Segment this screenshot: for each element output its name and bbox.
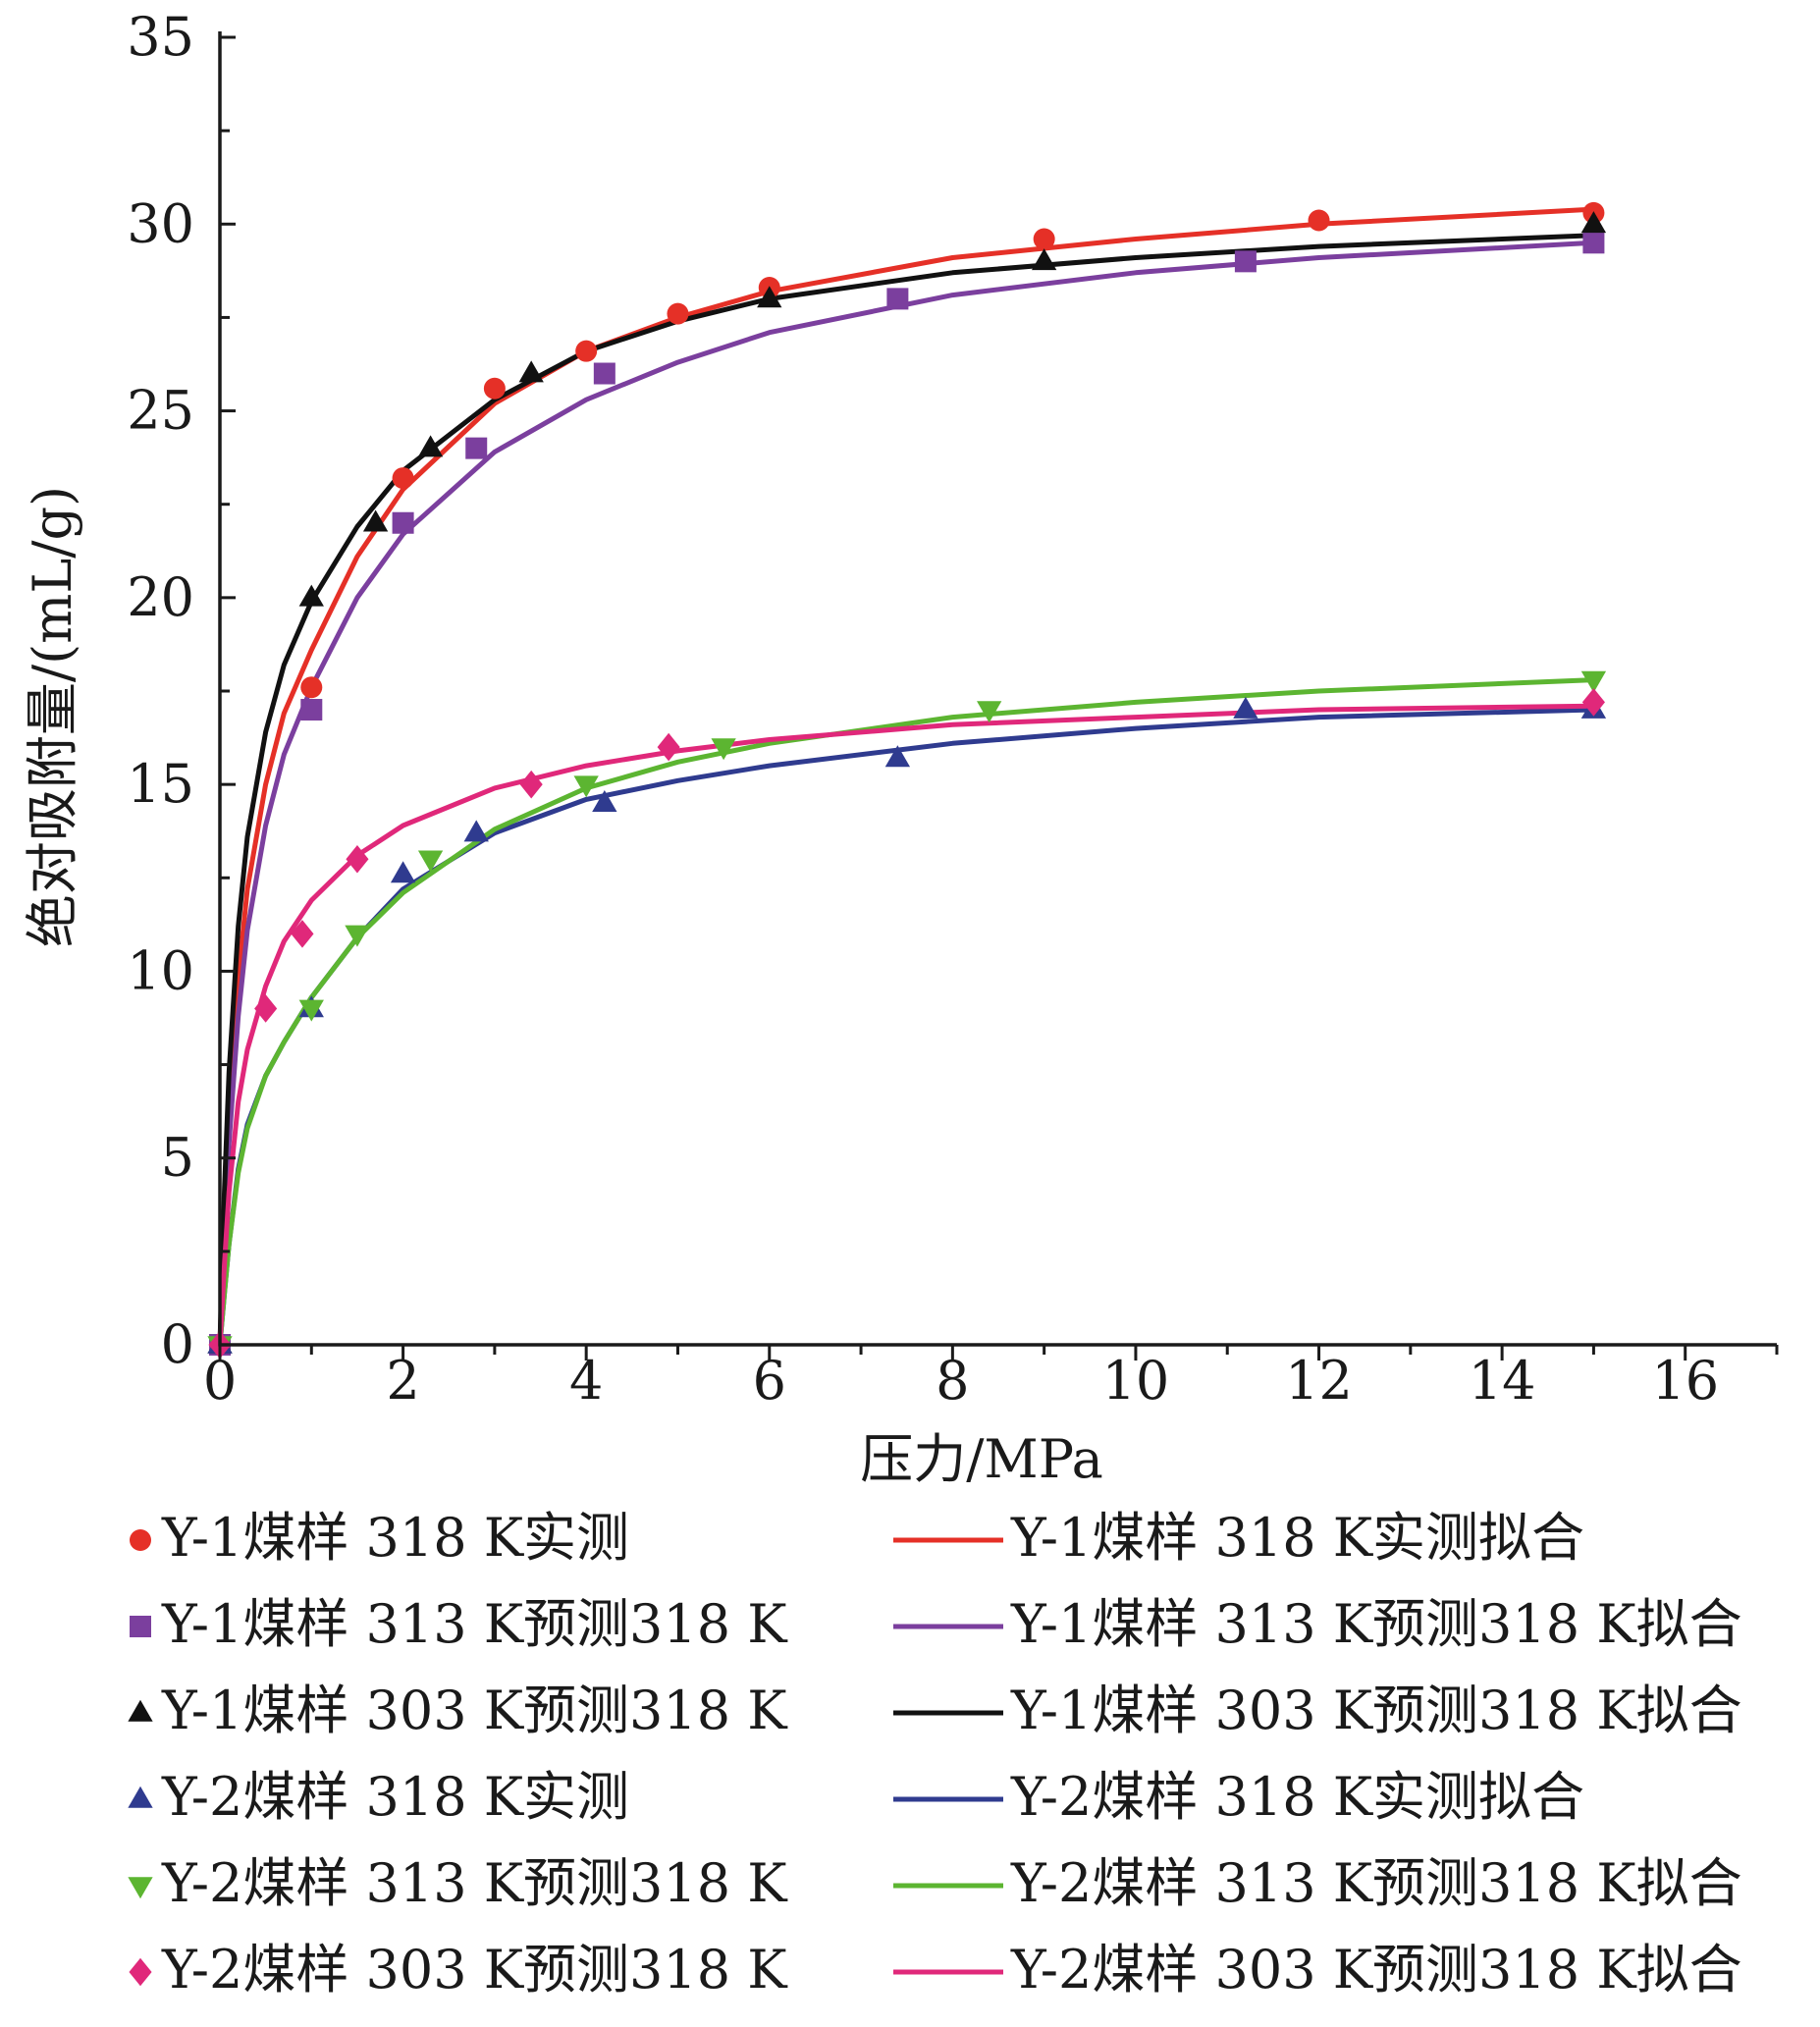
data-point xyxy=(575,340,598,362)
x-tick-label: 10 xyxy=(1102,1350,1170,1412)
legend-marker xyxy=(129,1957,152,1987)
data-point xyxy=(1580,670,1607,693)
data-point xyxy=(417,850,444,873)
data-point xyxy=(362,509,389,532)
data-point xyxy=(977,701,1002,723)
data-point xyxy=(1580,211,1607,234)
legend-label: Y-1煤样 318 K实测拟合 xyxy=(1010,1507,1584,1569)
data-point xyxy=(519,770,543,799)
fit-line xyxy=(217,240,1596,1348)
data-point xyxy=(298,999,324,1022)
legend-label: Y-1煤样 313 K预测318 K拟合 xyxy=(1010,1593,1742,1655)
data-point xyxy=(291,920,314,948)
data-point xyxy=(300,676,323,699)
x-tick-label: 12 xyxy=(1285,1350,1353,1412)
legend-label: Y-2煤样 303 K预测318 K拟合 xyxy=(1010,1939,1742,2000)
data-point xyxy=(1033,228,1055,250)
x-tick-label: 14 xyxy=(1469,1350,1536,1412)
y-axis-title: 绝对吸附量/(mL/g) xyxy=(22,486,83,947)
data-point xyxy=(300,699,323,721)
y-tick-label: 35 xyxy=(127,6,194,68)
data-point xyxy=(518,360,544,383)
fit-line xyxy=(217,707,1596,1348)
data-point xyxy=(592,789,617,812)
legend-marker xyxy=(130,1616,151,1637)
data-point xyxy=(392,467,414,490)
y-tick-label: 0 xyxy=(161,1313,194,1375)
legend-label: Y-2煤样 318 K实测 xyxy=(161,1766,629,1828)
data-point xyxy=(345,925,370,947)
x-tick-label: 0 xyxy=(203,1350,237,1412)
legend-marker xyxy=(128,1699,153,1722)
data-point xyxy=(392,511,414,534)
data-point xyxy=(346,844,369,874)
x-axis-title: 压力/MPa xyxy=(860,1428,1103,1490)
x-tick-label: 16 xyxy=(1651,1350,1719,1412)
data-point xyxy=(390,861,416,883)
data-point xyxy=(593,362,616,385)
legend-marker xyxy=(128,1786,153,1808)
legend-label: Y-1煤样 303 K预测318 K拟合 xyxy=(1010,1680,1742,1741)
legend-label: Y-1煤样 303 K预测318 K xyxy=(161,1680,788,1741)
data-point xyxy=(254,994,278,1023)
y-tick-label: 25 xyxy=(127,380,194,442)
x-tick-label: 6 xyxy=(753,1350,786,1412)
y-tick-label: 30 xyxy=(127,192,194,254)
data-point xyxy=(465,437,488,459)
data-point xyxy=(1031,248,1057,271)
data-point xyxy=(886,288,909,310)
data-point xyxy=(573,775,599,798)
data-point xyxy=(417,435,444,457)
legend-label: Y-2煤样 313 K预测318 K拟合 xyxy=(1010,1852,1742,1914)
data-point xyxy=(667,302,689,325)
data-markers xyxy=(207,201,1607,1360)
data-point xyxy=(483,377,506,400)
data-point xyxy=(1234,250,1257,273)
data-point xyxy=(711,738,736,761)
data-point xyxy=(884,745,911,768)
data-point xyxy=(1308,209,1330,232)
y-tick-label: 20 xyxy=(127,566,194,628)
y-tick-label: 15 xyxy=(127,753,194,815)
legend: Y-1煤样 318 K实测 Y-1煤样 313 K预测318 K Y-1煤样 303… xyxy=(128,1507,1742,2000)
fit-line xyxy=(217,677,1596,1348)
data-point xyxy=(657,732,680,762)
data-point xyxy=(298,584,324,607)
legend-label: Y-2煤样 313 K预测318 K xyxy=(161,1852,788,1914)
axes: 0 2 4 6 8 10 12 14 16 0 5 10 15 20 25 30 35 xyxy=(127,6,1779,1412)
x-tick-label: 2 xyxy=(386,1350,419,1412)
fit-line xyxy=(217,233,1596,1348)
fit-line xyxy=(217,206,1596,1348)
legend-label: Y-2煤样 303 K预测318 K xyxy=(161,1939,788,2000)
data-point xyxy=(757,286,782,308)
data-point xyxy=(463,820,489,842)
data-point xyxy=(1582,232,1605,254)
legend-marker xyxy=(128,1877,153,1899)
x-tick-label: 4 xyxy=(569,1350,603,1412)
y-tick-label: 5 xyxy=(161,1127,194,1189)
legend-label: Y-1煤样 313 K预测318 K xyxy=(161,1593,788,1655)
legend-marker xyxy=(130,1529,151,1551)
fit-lines xyxy=(217,206,1596,1348)
x-tick-label: 8 xyxy=(936,1350,969,1412)
legend-label: Y-1煤样 318 K实测 xyxy=(161,1507,629,1569)
data-point xyxy=(1581,688,1605,717)
fit-line xyxy=(217,703,1596,1348)
data-point xyxy=(1233,696,1258,719)
y-tick-label: 10 xyxy=(127,939,194,1001)
legend-label: Y-2煤样 318 K实测拟合 xyxy=(1010,1766,1584,1828)
